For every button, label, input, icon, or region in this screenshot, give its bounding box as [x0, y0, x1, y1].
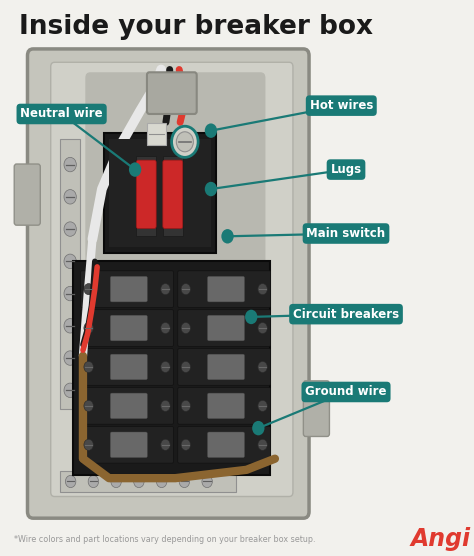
Circle shape [181, 439, 191, 450]
FancyBboxPatch shape [303, 381, 329, 436]
Circle shape [205, 123, 217, 138]
Circle shape [258, 400, 267, 411]
FancyBboxPatch shape [27, 49, 309, 518]
Bar [104, 133, 216, 253]
FancyBboxPatch shape [110, 276, 147, 302]
Circle shape [64, 157, 76, 172]
Circle shape [64, 351, 76, 365]
Text: Inside your breaker box: Inside your breaker box [19, 14, 373, 40]
FancyBboxPatch shape [208, 354, 245, 380]
Circle shape [88, 475, 99, 488]
Circle shape [258, 322, 267, 334]
Bar [109, 139, 211, 247]
FancyBboxPatch shape [110, 354, 147, 380]
Circle shape [202, 475, 212, 488]
FancyBboxPatch shape [178, 426, 271, 463]
Text: Main switch: Main switch [307, 227, 385, 240]
FancyBboxPatch shape [81, 310, 173, 346]
Circle shape [221, 229, 234, 244]
FancyBboxPatch shape [208, 276, 245, 302]
Circle shape [181, 400, 191, 411]
Circle shape [181, 284, 191, 295]
Circle shape [258, 284, 267, 295]
Circle shape [111, 475, 121, 488]
Bar [147, 123, 166, 145]
Circle shape [179, 475, 190, 488]
Circle shape [161, 284, 170, 295]
Circle shape [134, 475, 144, 488]
FancyBboxPatch shape [81, 271, 173, 307]
Bar [73, 261, 270, 475]
FancyBboxPatch shape [208, 432, 245, 458]
Circle shape [161, 322, 170, 334]
Circle shape [129, 162, 141, 177]
Circle shape [84, 439, 93, 450]
Circle shape [64, 383, 76, 398]
Text: *Wire colors and part locations vary depending on your breaker box setup.: *Wire colors and part locations vary dep… [14, 535, 316, 544]
FancyBboxPatch shape [178, 388, 271, 424]
FancyBboxPatch shape [110, 315, 147, 341]
FancyBboxPatch shape [81, 388, 173, 424]
Circle shape [181, 361, 191, 373]
FancyBboxPatch shape [81, 349, 173, 385]
Circle shape [64, 319, 76, 333]
FancyBboxPatch shape [208, 315, 245, 341]
Circle shape [161, 361, 170, 373]
Circle shape [64, 286, 76, 301]
FancyBboxPatch shape [110, 393, 147, 419]
FancyBboxPatch shape [178, 271, 271, 307]
Circle shape [161, 400, 170, 411]
Circle shape [156, 475, 167, 488]
Text: Angi: Angi [411, 527, 471, 552]
FancyBboxPatch shape [147, 72, 197, 114]
Text: Lugs: Lugs [330, 163, 362, 176]
Circle shape [65, 475, 76, 488]
Circle shape [258, 361, 267, 373]
Circle shape [161, 439, 170, 450]
Circle shape [64, 254, 76, 269]
Circle shape [176, 132, 193, 152]
Text: Hot wires: Hot wires [310, 99, 373, 112]
FancyBboxPatch shape [178, 349, 271, 385]
Bar [136, 156, 156, 236]
Circle shape [172, 126, 198, 157]
Bar [60, 139, 80, 409]
Bar [163, 156, 182, 236]
Circle shape [252, 421, 264, 435]
Text: Neutral wire: Neutral wire [20, 107, 103, 121]
Circle shape [181, 322, 191, 334]
Circle shape [84, 400, 93, 411]
Circle shape [84, 322, 93, 334]
FancyBboxPatch shape [85, 72, 265, 361]
FancyBboxPatch shape [81, 426, 173, 463]
FancyBboxPatch shape [51, 62, 293, 497]
Circle shape [205, 182, 217, 196]
FancyBboxPatch shape [14, 164, 40, 225]
Text: Circuit breakers: Circuit breakers [293, 307, 399, 321]
FancyBboxPatch shape [178, 310, 271, 346]
Circle shape [64, 222, 76, 236]
Circle shape [258, 439, 267, 450]
FancyBboxPatch shape [110, 432, 147, 458]
Bar [60, 471, 236, 492]
FancyBboxPatch shape [136, 160, 156, 229]
Circle shape [84, 361, 93, 373]
Circle shape [245, 310, 257, 324]
Circle shape [64, 190, 76, 204]
FancyBboxPatch shape [163, 160, 182, 229]
FancyBboxPatch shape [208, 393, 245, 419]
Text: Ground wire: Ground wire [305, 385, 387, 399]
Circle shape [84, 284, 93, 295]
